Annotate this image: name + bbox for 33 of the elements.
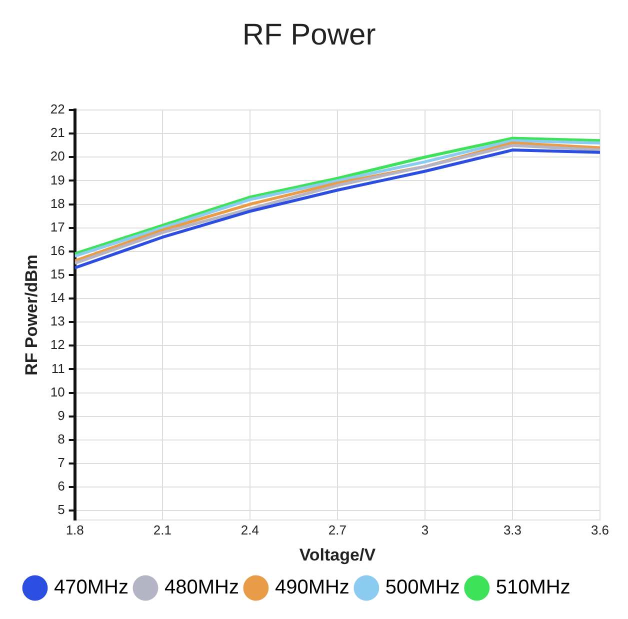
y-tick-label: 20 [50,148,65,164]
x-tick-label: 3.3 [503,522,522,538]
y-tick-label: 11 [51,360,65,376]
x-tick-label: 3 [421,522,429,538]
y-tick-label: 22 [50,102,65,117]
legend-label: 480MHz [164,576,239,599]
y-tick-label: 14 [50,290,65,306]
y-tick-label: 17 [50,219,65,234]
y-tick-label: 16 [50,242,65,258]
y-axis-title: RF Power/dBm [22,254,41,376]
y-tick-label: 15 [50,266,65,282]
y-tick-label: 18 [50,196,65,211]
y-tick-label: 8 [58,431,65,446]
y-tick-label: 12 [50,337,65,352]
x-tick-label: 2.4 [240,522,259,538]
y-tick-label: 7 [58,455,65,470]
y-tick-label: 5 [58,502,65,518]
y-tick-label: 13 [50,314,65,329]
legend-label: 500MHz [385,576,460,599]
x-tick-label: 2.1 [153,522,172,538]
x-axis-title: Voltage/V [299,545,376,564]
y-tick-label: 9 [58,408,65,423]
legend-label: 510MHz [496,576,570,599]
y-tick-label: 19 [50,172,65,188]
x-tick-label: 3.6 [590,522,610,538]
legend-label: 470MHz [54,576,128,599]
chart-title: RF Power [242,18,376,52]
y-tick-label: 21 [50,125,65,140]
legend-label: 490MHz [274,576,350,599]
x-tick-label: 1.8 [66,522,84,538]
y-tick-label: 6 [58,478,65,494]
y-tick-label: 10 [50,384,65,400]
x-tick-label: 2.7 [328,522,346,538]
